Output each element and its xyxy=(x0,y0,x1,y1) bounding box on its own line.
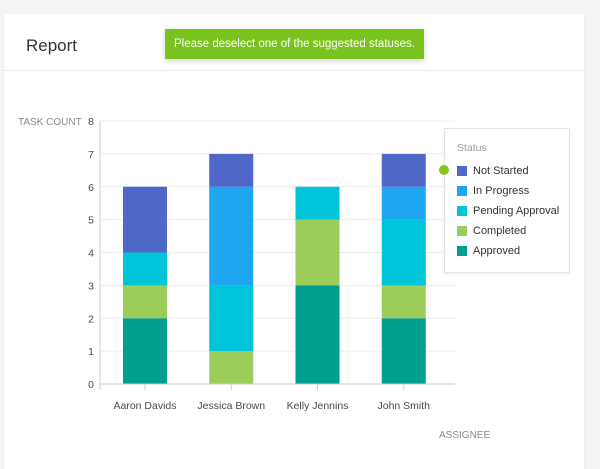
legend-label: Pending Approval xyxy=(473,205,560,217)
legend-item[interactable]: Not Started xyxy=(457,164,529,178)
x-tick-label: Jessica Brown xyxy=(197,400,265,412)
legend-item[interactable]: In Progress xyxy=(457,184,529,198)
x-tick-label: Kelly Jennins xyxy=(287,400,349,412)
y-axis-title: TASK COUNT xyxy=(18,117,82,128)
legend-swatch xyxy=(457,226,467,236)
bar-segment-in-progress[interactable] xyxy=(209,186,254,286)
bar-segment-completed[interactable] xyxy=(123,285,167,319)
bar-segment-approved[interactable] xyxy=(295,285,340,384)
y-tick-label: 0 xyxy=(88,379,94,391)
legend-handle-dot[interactable] xyxy=(439,165,449,175)
axes xyxy=(99,121,455,390)
notification-toast: Please deselect one of the suggested sta… xyxy=(165,29,424,59)
bar-segment-approved[interactable] xyxy=(381,318,426,384)
x-tick-label: John Smith xyxy=(377,400,430,412)
legend-label: In Progress xyxy=(473,185,530,197)
bar-segment-pending-approval[interactable] xyxy=(123,252,167,286)
y-tick-label: 4 xyxy=(88,248,94,260)
bar-segment-completed[interactable] xyxy=(381,285,426,319)
bar-segment-completed[interactable] xyxy=(295,219,340,286)
bar-segment-pending-approval[interactable] xyxy=(295,186,340,220)
legend-item[interactable]: Approved xyxy=(457,244,520,258)
legend-label: Approved xyxy=(473,245,521,257)
legend-item[interactable]: Pending Approval xyxy=(457,204,559,218)
tick-labels: 0 1 2 3 4 5 6 7 8 Aaron Davids Jessica Brown Kelly … xyxy=(88,116,430,412)
legend-label: Completed xyxy=(473,225,527,237)
bar-segment-pending-approval[interactable] xyxy=(209,285,254,352)
bar-segment-not-started[interactable] xyxy=(381,153,426,187)
bar-segment-not-started[interactable] xyxy=(123,186,167,253)
legend-swatch xyxy=(457,206,467,216)
y-tick-label: 2 xyxy=(88,313,94,325)
legend: Status Not Started In Progress Pending App… xyxy=(444,128,570,273)
y-tick-label: 3 xyxy=(88,280,94,292)
bar-segment-in-progress[interactable] xyxy=(381,186,426,220)
y-tick-label: 5 xyxy=(88,215,94,227)
legend-swatch xyxy=(457,186,467,196)
notification-text: Please deselect one of the suggested sta… xyxy=(173,38,416,50)
bar-stacks xyxy=(123,153,426,384)
bar-segment-pending-approval[interactable] xyxy=(381,219,426,286)
y-tick-label: 1 xyxy=(88,346,94,358)
card-header: Report xyxy=(4,14,584,71)
y-tick-label: 8 xyxy=(88,116,94,128)
legend-swatch xyxy=(457,246,467,256)
y-tick-label: 7 xyxy=(88,149,94,161)
y-tick-label: 6 xyxy=(88,182,94,194)
x-tick-label: Aaron Davids xyxy=(113,400,176,412)
bar-segment-not-started[interactable] xyxy=(209,153,254,187)
bar-segment-completed[interactable] xyxy=(209,351,254,384)
legend-label: Not Started xyxy=(473,165,529,177)
x-axis-title: ASSIGNEE xyxy=(439,430,490,441)
legend-title: Status xyxy=(457,142,487,154)
bar-segment-approved[interactable] xyxy=(123,318,167,384)
page-title: Report xyxy=(26,36,78,55)
legend-swatch xyxy=(457,166,467,176)
legend-item[interactable]: Completed xyxy=(457,224,526,238)
